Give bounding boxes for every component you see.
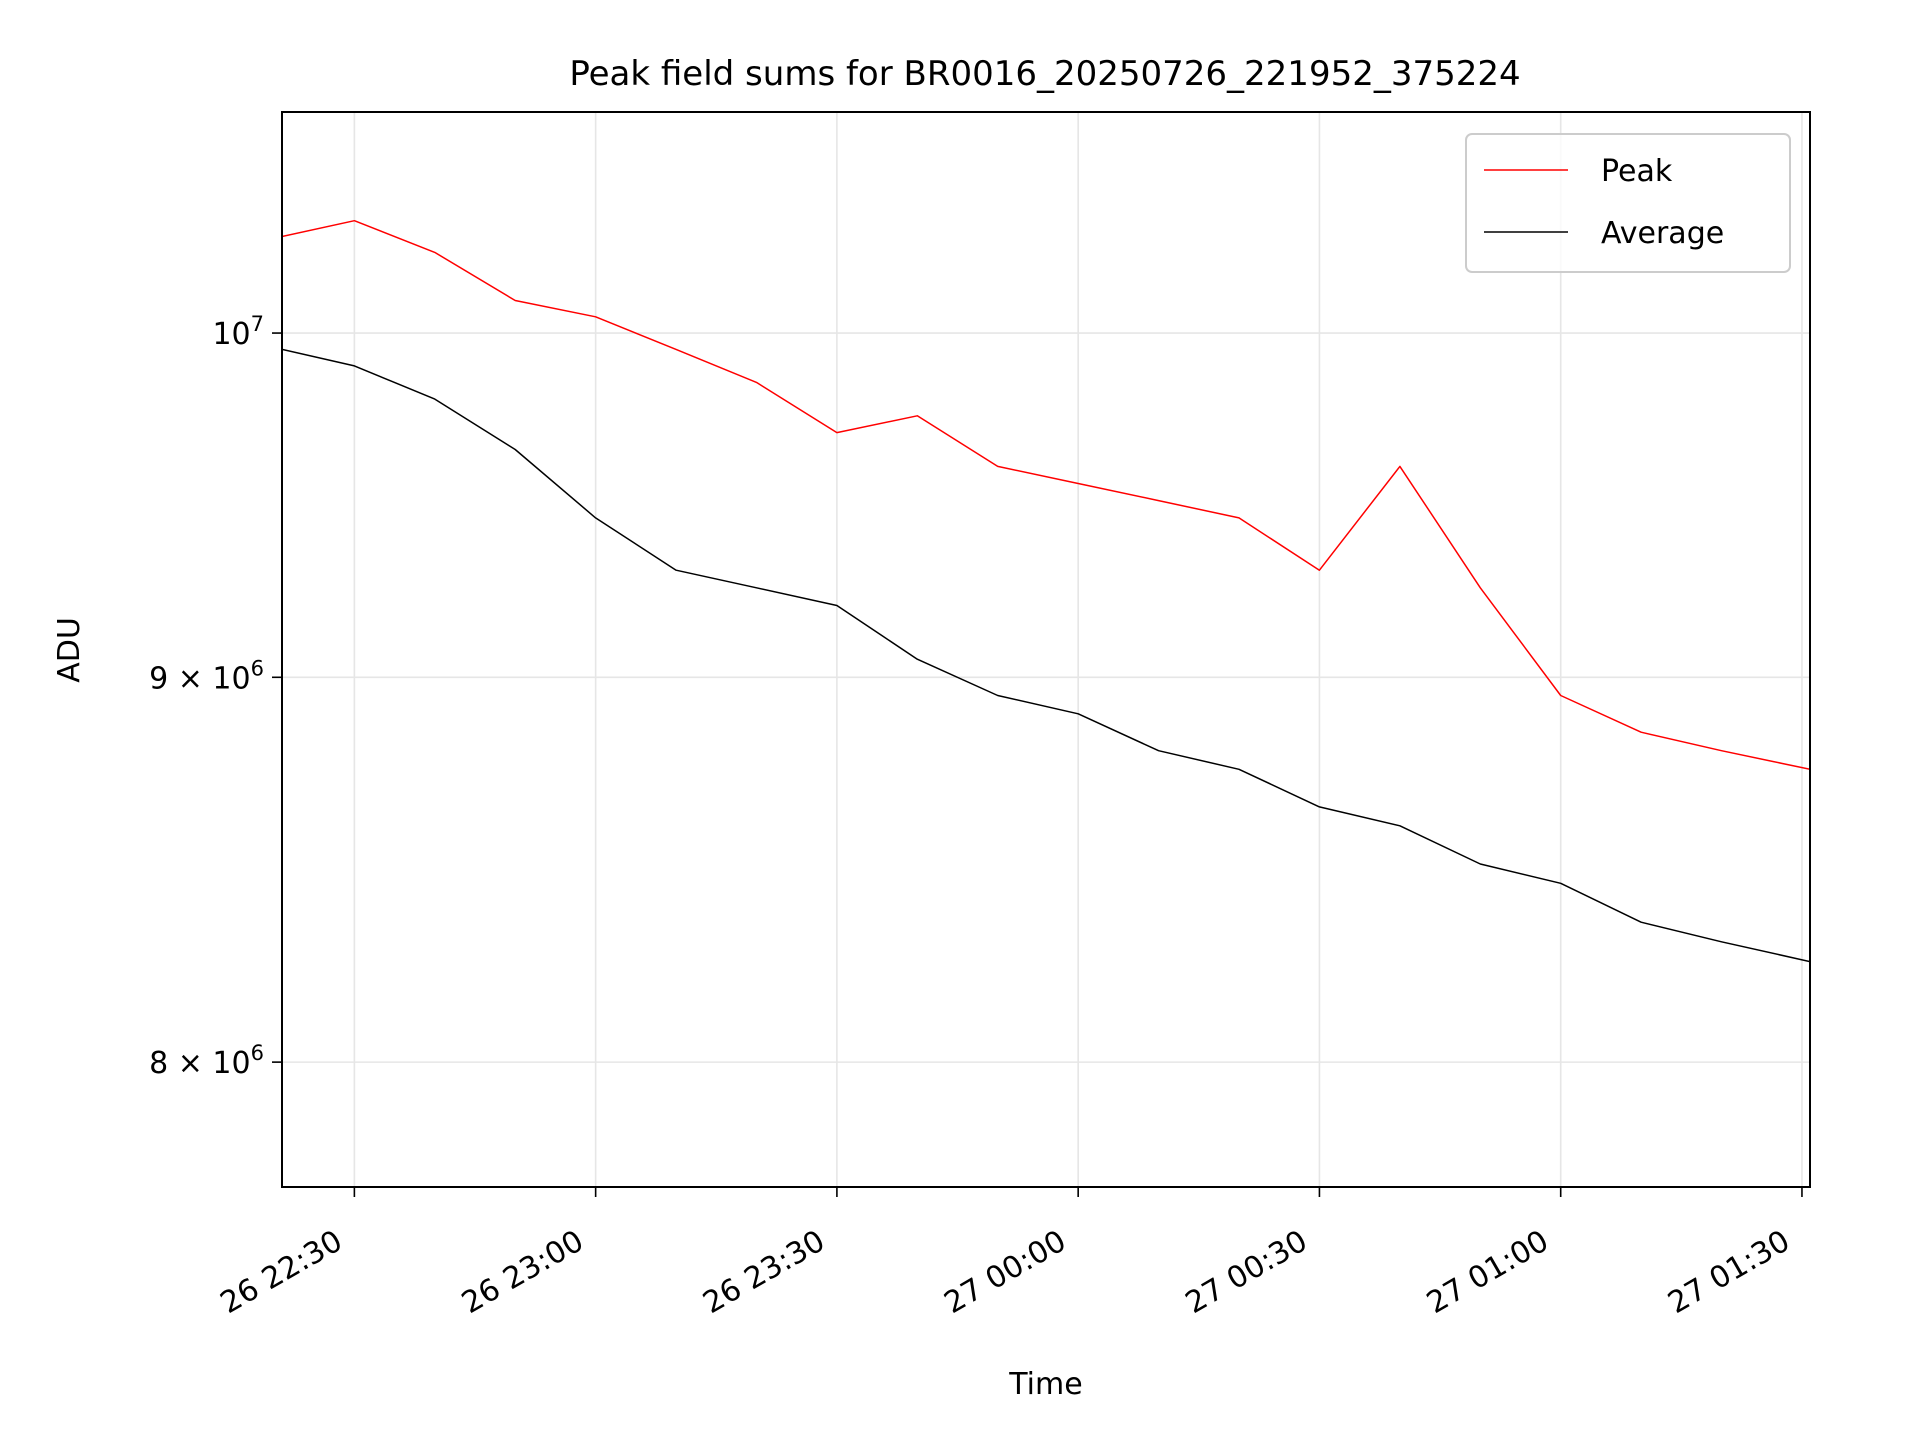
y-tick-label: 8 × 106 [149,1041,264,1081]
series-line-peak [282,219,1810,771]
legend: Peak Average [1465,133,1791,273]
chart-title: Peak field sums for BR0016_20250726_2219… [569,54,1520,94]
series-line-average [282,348,1810,963]
y-tick-label: 107 [212,312,264,352]
y-tick-label: 9 × 106 [149,656,264,696]
legend-label-average: Average [1601,216,1724,251]
series-layer [282,219,1810,963]
y-axis: 107 9 × 106 8 × 106 [149,312,282,1081]
y-axis-label: ADU [52,617,87,683]
legend-box [1465,133,1791,273]
plot-frame [281,111,1811,1188]
legend-label-peak: Peak [1601,154,1673,189]
x-axis-label: Time [1008,1367,1082,1402]
grid [282,112,1810,1187]
